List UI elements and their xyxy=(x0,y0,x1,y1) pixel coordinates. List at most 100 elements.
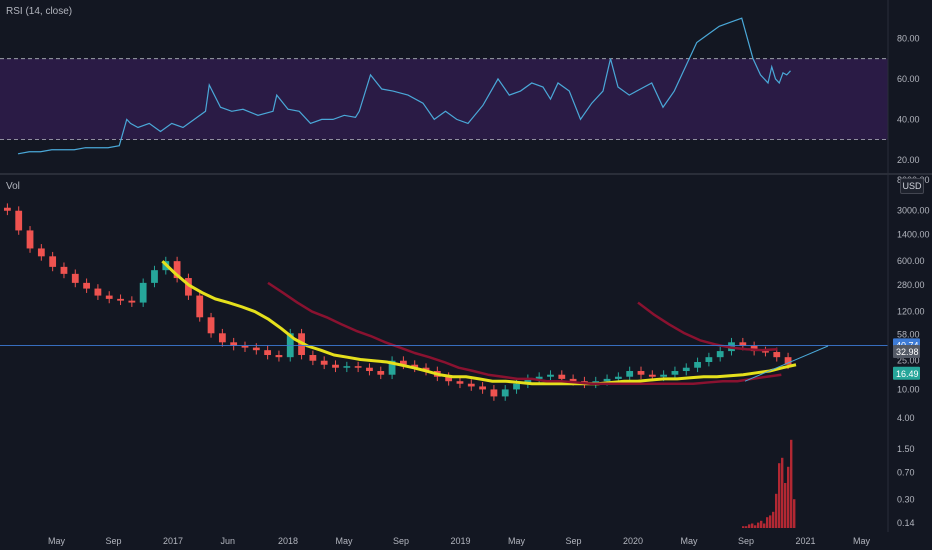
candle-body xyxy=(366,367,373,372)
rsi-tick-label: 40.00 xyxy=(897,114,920,124)
x-tick-label: 2021 xyxy=(796,536,816,546)
x-tick-label: Sep xyxy=(106,536,122,546)
candle-body xyxy=(60,266,68,274)
candle-body xyxy=(660,374,668,377)
x-tick-label: Jun xyxy=(221,536,236,546)
trend-line xyxy=(744,345,829,382)
candle-body xyxy=(671,371,679,375)
candle-body xyxy=(49,256,57,267)
x-tick-label: Sep xyxy=(393,536,409,546)
candle-body xyxy=(762,351,769,353)
x-tick-label: Sep xyxy=(738,536,754,546)
price-tick-label: 10.00 xyxy=(897,384,920,394)
currency-selector[interactable]: USD xyxy=(900,178,924,194)
volume-bar xyxy=(748,524,751,528)
volume-bar xyxy=(793,499,796,528)
price-tick-label: 1.50 xyxy=(897,444,915,454)
rsi-panel xyxy=(0,17,888,155)
volume-bar xyxy=(784,483,787,528)
rsi-tick-label: 80.00 xyxy=(897,33,920,43)
candle-body xyxy=(343,366,351,368)
candle-body xyxy=(94,288,102,296)
price-badge xyxy=(893,366,920,380)
candle-body xyxy=(637,371,645,375)
candle-body xyxy=(648,374,656,377)
x-tick-label: May xyxy=(853,536,871,546)
candle-body xyxy=(513,383,520,390)
candle-body xyxy=(117,298,124,301)
candle-body xyxy=(354,366,362,368)
volume-bar xyxy=(766,517,769,528)
candle-body xyxy=(207,317,215,334)
candle-body xyxy=(252,347,260,351)
volume-bar xyxy=(760,520,763,528)
candle-body xyxy=(705,357,713,363)
candle-body xyxy=(139,282,147,303)
candle-body xyxy=(37,248,45,257)
candle-body xyxy=(569,378,577,382)
candle-body xyxy=(479,386,486,390)
price-tick-label: 280.00 xyxy=(897,280,925,290)
price-tick-label: 3000.00 xyxy=(897,206,930,216)
price-badge-label: 16.49 xyxy=(896,369,919,379)
price-badge xyxy=(893,345,920,359)
candle-body xyxy=(694,362,701,368)
candle-body xyxy=(614,376,622,379)
candle-body xyxy=(264,350,272,356)
volume-bar xyxy=(751,523,754,528)
candle-body xyxy=(196,295,204,318)
candle-body xyxy=(773,352,781,358)
x-tick-label: May xyxy=(336,536,354,546)
volume-bar xyxy=(781,457,784,528)
candle-body xyxy=(411,364,419,368)
volume-bar xyxy=(787,466,790,528)
x-tick-label: Sep xyxy=(566,536,582,546)
price-tick-label: 0.14 xyxy=(897,518,915,528)
volume-bar xyxy=(790,439,793,528)
rsi-line xyxy=(17,17,791,155)
x-tick-label: May xyxy=(681,536,699,546)
candle-body xyxy=(83,282,90,289)
candle-body xyxy=(535,376,543,379)
candle-body xyxy=(524,378,532,384)
ma-slow-late-line xyxy=(637,301,778,352)
x-tick-label: 2020 xyxy=(623,536,643,546)
x-tick-label: May xyxy=(48,536,66,546)
rsi-indicator-label[interactable]: RSI (14, close) xyxy=(6,6,73,17)
price-tick-label: 1400.00 xyxy=(897,230,930,240)
candle-body xyxy=(173,261,181,279)
candle-body xyxy=(71,273,79,283)
candle-body xyxy=(26,230,34,249)
price-tick-label: 0.30 xyxy=(897,494,915,504)
candle-body xyxy=(218,333,226,343)
candle-body xyxy=(309,355,317,361)
candle-body xyxy=(445,376,453,382)
candle-body xyxy=(456,381,464,384)
ma-slow-line xyxy=(267,281,782,385)
candle-body xyxy=(377,371,385,375)
candle-body xyxy=(400,360,407,365)
price-panel xyxy=(0,203,888,528)
candle-body xyxy=(151,270,158,283)
volume-bar xyxy=(772,511,775,528)
price-tick-label: 120.00 xyxy=(897,307,925,317)
candle-body xyxy=(15,210,23,231)
candle-body xyxy=(716,351,724,358)
volume-bar xyxy=(754,525,757,528)
price-tick-label: 0.70 xyxy=(897,468,915,478)
volume-bar xyxy=(769,515,772,528)
candle-body xyxy=(230,342,238,346)
candle-body xyxy=(490,389,498,397)
candle-body xyxy=(739,342,747,346)
candle-body xyxy=(128,300,136,303)
volume-bar xyxy=(775,493,778,528)
candle-body xyxy=(603,378,611,382)
volume-bar xyxy=(763,523,766,528)
price-tick-label: 25.00 xyxy=(897,356,920,366)
price-badge-label: 32.98 xyxy=(896,347,919,357)
candle-body xyxy=(388,360,396,375)
volume-indicator-label[interactable]: Vol xyxy=(6,181,20,192)
rsi-band xyxy=(0,58,888,140)
